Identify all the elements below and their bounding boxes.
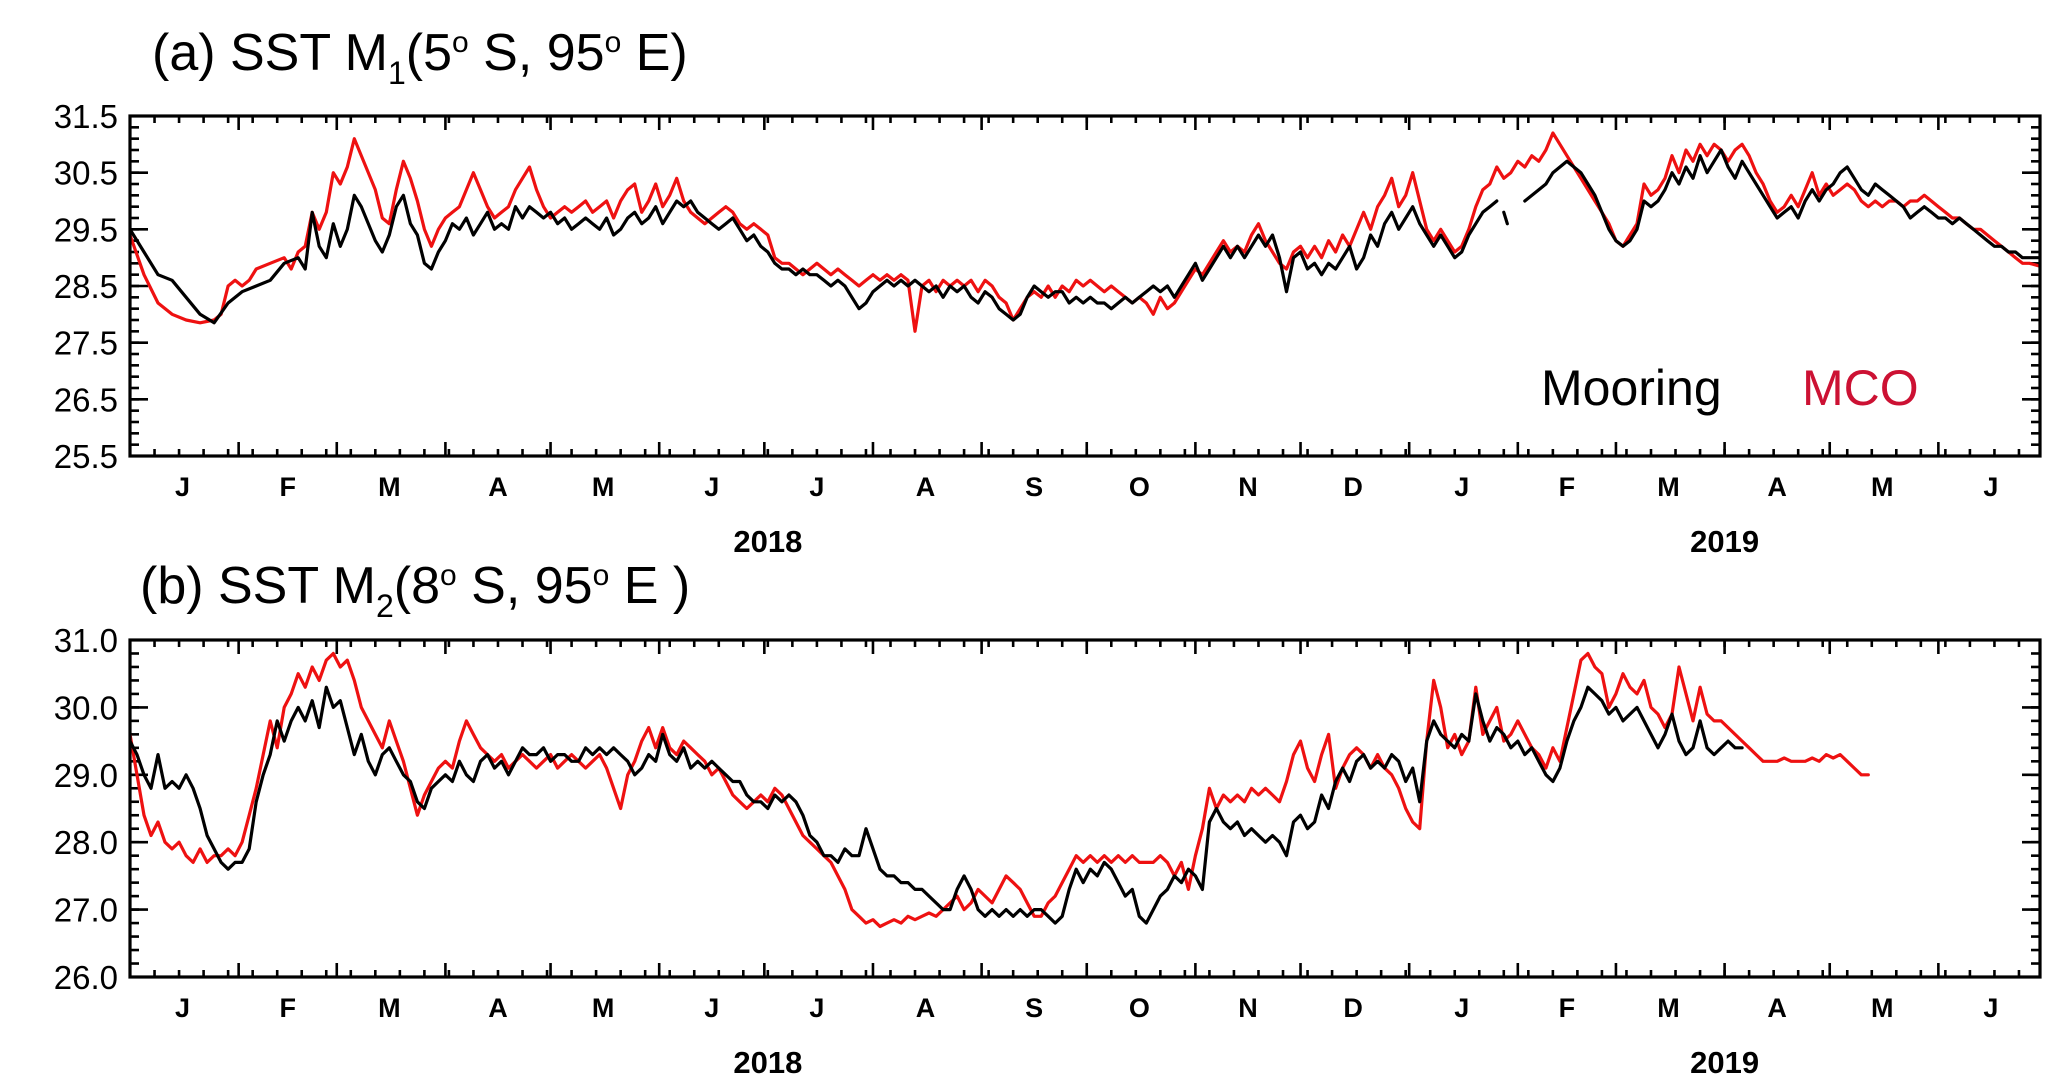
y-tick-label: 27.5 [54,325,118,362]
x-month-label: O [1129,993,1150,1023]
y-tick-label: 30.5 [54,155,118,192]
x-month-label: M [1657,472,1680,502]
y-tick-label: 25.5 [54,438,118,475]
x-year-label: 2019 [1690,1045,1759,1080]
y-tick-label: 28.0 [54,824,118,861]
mooring-series-line [130,193,1499,325]
legend-mooring: Mooring [1541,360,1722,416]
x-month-label: J [1454,993,1469,1023]
y-tick-label: 31.0 [54,622,118,659]
x-month-label: M [378,993,401,1023]
x-month-label: A [488,993,508,1023]
y-tick-label: 29.5 [54,211,118,248]
x-month-label: J [1983,993,1998,1023]
x-month-label: F [1559,472,1576,502]
x-month-label: M [378,472,401,502]
x-month-label: D [1343,993,1363,1023]
x-month-label: J [809,472,824,502]
x-month-label: D [1343,472,1363,502]
x-month-label: J [704,472,719,502]
panel-b: (b) SST M2(8o S, 95o E ) 26.0 27.0 28.0 29.… [54,557,2042,1080]
x-month-label: S [1025,472,1043,502]
x-month-label: F [279,993,296,1023]
x-month-label: O [1129,472,1150,502]
x-month-label: N [1238,993,1258,1023]
panel-a: (a) SST M1(5o S, 95o E) 25.5 26.5 27.5 28.5… [54,24,2042,559]
plot-b: 26.0 27.0 28.0 29.0 30.0 31.0 J F M A M J J A S O N D J F M A… [54,622,2042,1080]
x-month-label: S [1025,993,1043,1023]
x-month-label: M [592,472,615,502]
plot-frame [128,114,2042,458]
x-month-label: J [175,993,190,1023]
x-month-label: A [488,472,508,502]
x-year-label: 2018 [733,524,802,559]
panel-a-title: (a) SST M1(5o S, 95o E) [152,24,688,91]
x-month-label: A [1767,993,1787,1023]
legend-mco: MCO [1802,360,1919,416]
x-month-label: N [1238,472,1258,502]
x-month-label: F [1559,993,1576,1023]
mooring-series-line [130,685,1744,925]
y-tick-label: 26.5 [54,381,118,418]
x-year-label: 2019 [1690,524,1759,559]
y-tick-label: 28.5 [54,268,118,305]
x-month-label: J [1454,472,1469,502]
x-month-label: M [1871,993,1894,1023]
mooring-series-line [1523,148,2040,260]
x-month-label: M [1657,993,1680,1023]
x-year-label: 2018 [733,1045,802,1080]
y-tick-label: 30.0 [54,689,118,726]
mooring-series-line [1502,210,1509,226]
x-month-label: J [1983,472,1998,502]
x-month-label: J [704,993,719,1023]
y-tick-label: 27.0 [54,892,118,929]
x-month-label: J [175,472,190,502]
x-month-label: F [279,472,296,502]
y-tick-label: 31.5 [54,98,118,135]
x-month-label: A [916,993,936,1023]
plot-frame [128,638,2042,979]
x-month-label: J [809,993,824,1023]
x-month-label: M [592,993,615,1023]
mco-series-line [130,651,1870,929]
mco-series-line [130,131,2040,333]
x-month-label: A [1767,472,1787,502]
y-tick-label: 26.0 [54,959,118,996]
x-month-label: M [1871,472,1894,502]
y-tick-label: 29.0 [54,757,118,794]
x-month-label: A [916,472,936,502]
panel-b-title: (b) SST M2(8o S, 95o E ) [140,557,690,624]
plot-a: 25.5 26.5 27.5 28.5 29.5 30.5 31.5 J F M A M J J A S O N D… [54,98,2042,559]
